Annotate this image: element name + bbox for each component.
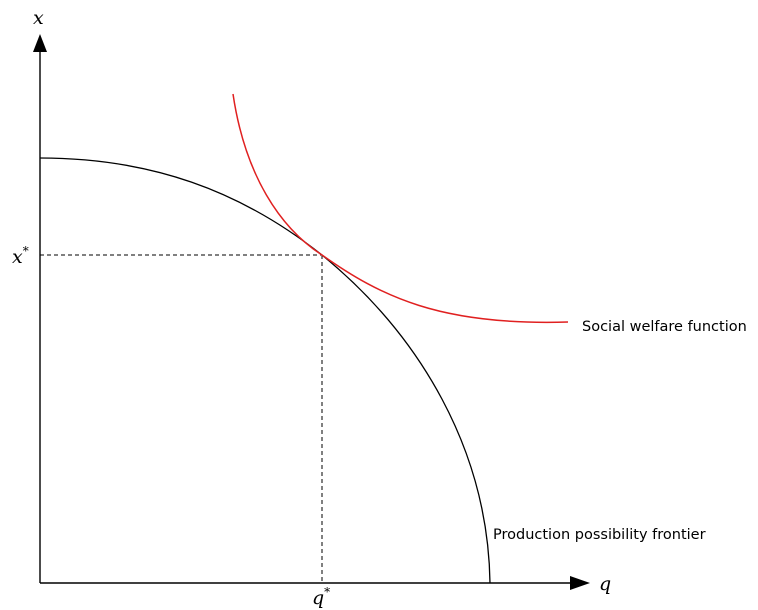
social-welfare-function-label: Social welfare function <box>582 319 747 335</box>
social-welfare-function-curve <box>232 93 569 324</box>
x-star-label: x* <box>12 244 29 268</box>
y-axis-arrow-icon <box>33 34 47 52</box>
x-axis-label: q <box>599 573 611 595</box>
y-axis-label: x <box>33 7 44 29</box>
production-possibility-frontier-curve <box>39 157 491 584</box>
production-possibility-frontier-label: Production possibility frontier <box>493 527 706 543</box>
x-axis-arrow-icon <box>570 576 590 590</box>
q-star-label: q* <box>312 585 330 609</box>
